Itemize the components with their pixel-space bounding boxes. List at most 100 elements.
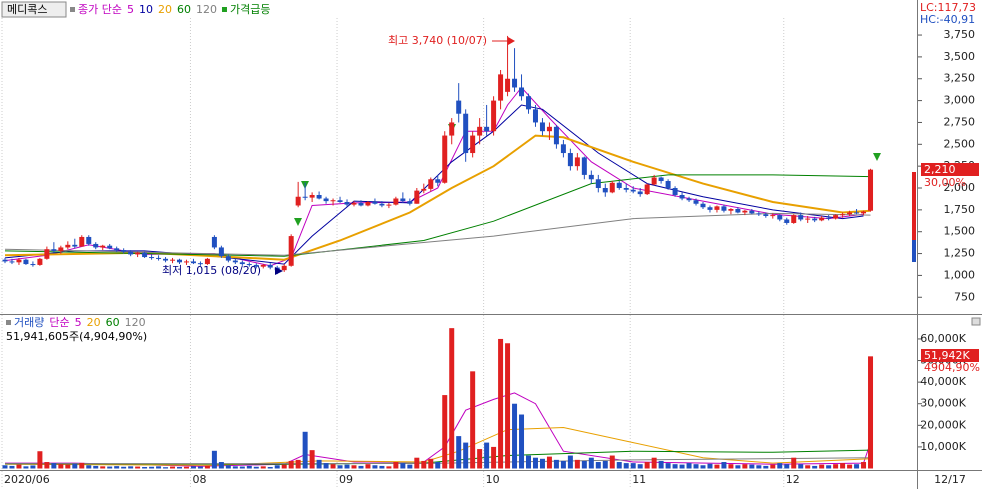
volume-bar bbox=[819, 464, 825, 469]
candle-body bbox=[121, 250, 127, 252]
volume-bar bbox=[574, 459, 580, 469]
volume-bar bbox=[491, 446, 497, 469]
candle-body bbox=[30, 264, 36, 266]
candle-body bbox=[784, 219, 790, 223]
volume-bar bbox=[330, 464, 336, 469]
volume-bar bbox=[128, 466, 134, 469]
legend-text: 20 bbox=[87, 316, 101, 329]
candle-body bbox=[72, 244, 78, 247]
volume-bar bbox=[721, 462, 727, 469]
volume-bar bbox=[728, 464, 734, 469]
candle-body bbox=[128, 251, 134, 255]
change-label: 30,00% bbox=[924, 176, 966, 189]
volume-bar bbox=[218, 462, 224, 469]
candle-body bbox=[602, 188, 608, 193]
volume-bar bbox=[588, 457, 594, 469]
volume-bar bbox=[149, 466, 155, 469]
y-tick-label: 30,000K bbox=[920, 397, 966, 410]
volume-bar bbox=[623, 463, 629, 469]
volume-bar bbox=[316, 459, 322, 469]
volume-bar bbox=[644, 462, 650, 469]
volume-bar bbox=[267, 466, 273, 469]
candle-body bbox=[302, 196, 308, 198]
candle-body bbox=[477, 126, 483, 136]
volume-bar bbox=[260, 466, 266, 469]
candle-body bbox=[323, 198, 329, 202]
volume-summary: 51,941,605주(4,904,90%) bbox=[6, 330, 147, 343]
volume-bar bbox=[358, 465, 364, 469]
candle-body bbox=[163, 258, 169, 261]
volume-bar bbox=[742, 464, 748, 469]
candle-body bbox=[749, 210, 755, 214]
volume-bar bbox=[414, 457, 420, 469]
candle-body bbox=[854, 212, 860, 214]
candle-body bbox=[498, 74, 504, 101]
legend-text: 20 bbox=[158, 3, 172, 16]
volume-bar bbox=[393, 462, 399, 469]
hc-label: HC:-40,91 bbox=[920, 13, 975, 26]
stock-button[interactable] bbox=[1, 1, 67, 18]
volume-bar bbox=[505, 343, 511, 469]
x-tick-label: 12 bbox=[786, 473, 800, 486]
volume-bar bbox=[700, 465, 706, 469]
candle-body bbox=[644, 184, 650, 195]
candle-body bbox=[463, 113, 469, 154]
y-tick-label: 3,750 bbox=[944, 28, 976, 41]
volume-bar bbox=[665, 463, 671, 469]
volume-bar bbox=[351, 465, 357, 469]
volume-bar bbox=[672, 464, 678, 469]
candle-body bbox=[714, 206, 720, 210]
legend-text: 단순 bbox=[49, 316, 69, 329]
high-note-arrowhead bbox=[508, 37, 515, 45]
volume-bar bbox=[686, 463, 692, 469]
volume-bar bbox=[51, 463, 57, 469]
candle-body bbox=[414, 190, 420, 204]
volume-bar bbox=[630, 463, 636, 469]
volume-bar bbox=[274, 465, 280, 469]
volume-bar bbox=[204, 465, 210, 469]
volume-bar bbox=[868, 356, 874, 469]
volume-bar bbox=[428, 458, 434, 469]
volume-bar bbox=[484, 442, 490, 469]
candle-body bbox=[505, 78, 511, 92]
candle-body bbox=[2, 259, 8, 262]
volume-bar bbox=[833, 464, 839, 469]
volume-bar bbox=[253, 466, 259, 469]
candle-body bbox=[218, 247, 224, 257]
y-tick-label: 3,000 bbox=[944, 94, 976, 107]
candle-body bbox=[512, 78, 518, 88]
candle-body bbox=[435, 179, 441, 183]
volume-bar bbox=[546, 456, 552, 469]
candle-body bbox=[79, 236, 85, 247]
candle-body bbox=[470, 135, 476, 154]
candle-body bbox=[491, 100, 497, 132]
low-note: 최저 1,015 (08/20) bbox=[162, 264, 261, 277]
candle-body bbox=[595, 179, 601, 189]
candle-body bbox=[309, 195, 315, 198]
ma-line bbox=[5, 392, 871, 467]
y-tick-label: 10,000K bbox=[920, 440, 966, 453]
candle-body bbox=[239, 262, 245, 265]
candle-body bbox=[847, 212, 853, 215]
volume-bar bbox=[805, 465, 811, 469]
legend-text: 120 bbox=[125, 316, 146, 329]
candle-body bbox=[623, 188, 629, 190]
volume-bar bbox=[595, 462, 601, 469]
legend-text: 120 bbox=[196, 3, 217, 16]
y-tick-label: 40,000K bbox=[920, 375, 966, 388]
panel-button[interactable] bbox=[971, 317, 981, 326]
legend-marker bbox=[6, 320, 11, 325]
candle-body bbox=[344, 201, 350, 205]
volume-bar bbox=[763, 465, 769, 469]
candle-body bbox=[756, 213, 762, 215]
volume-bar bbox=[142, 466, 148, 469]
candle-body bbox=[658, 177, 664, 182]
candle-body bbox=[553, 126, 559, 145]
candle-body bbox=[812, 218, 818, 221]
candle-body bbox=[532, 109, 538, 123]
candle-body bbox=[819, 217, 825, 221]
legend-text: 거래량 bbox=[14, 316, 44, 329]
volume-bar bbox=[560, 460, 566, 469]
